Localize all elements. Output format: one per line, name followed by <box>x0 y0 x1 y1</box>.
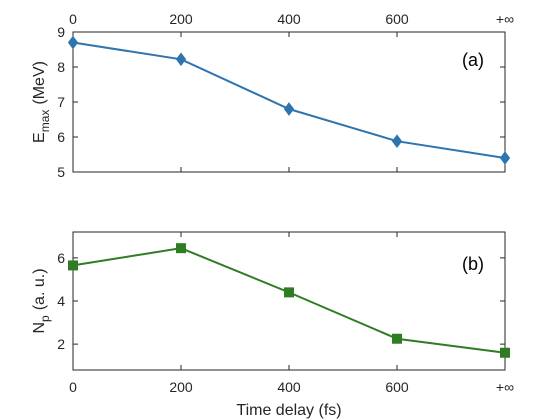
x-tick-label: +∞ <box>496 379 514 395</box>
panel-b-proton-number: 0 200 400 600 +∞ 2 4 6 Np (a. u.) Time delay (fs) (… <box>31 231 514 419</box>
y-tick-label: 9 <box>57 24 65 40</box>
x-tick-label: 0 <box>69 11 77 27</box>
data-point-diamond <box>175 52 187 67</box>
panel-label: (b) <box>462 254 484 274</box>
y-axis-title-unit: (a. u.) <box>31 268 48 310</box>
data-point-diamond <box>499 151 511 165</box>
y-axis-title: Np (a. u.) <box>31 268 52 333</box>
y-tick-label: 7 <box>57 94 65 110</box>
x-tick-label: 200 <box>169 11 193 27</box>
data-point-square <box>68 260 78 271</box>
data-point-diamond <box>67 35 79 50</box>
data-point-square <box>176 243 186 254</box>
y-tick-label: 2 <box>57 336 65 352</box>
y-axis-title: Emax (MeV) <box>31 61 52 143</box>
y-tick-label: 5 <box>57 164 65 180</box>
panel-label: (a) <box>462 50 484 70</box>
series-line <box>72 247 506 354</box>
x-tick-label: 200 <box>169 379 193 395</box>
x-tick-label: 600 <box>385 11 409 27</box>
y-tick-label: 6 <box>57 129 65 145</box>
y-axis-title-main: N <box>31 322 48 334</box>
series-line <box>72 41 506 159</box>
panel-a-energy: 0 200 400 600 +∞ 5 6 7 8 9 Emax (MeV) (a) <box>31 11 514 180</box>
y-tick-label: 8 <box>57 59 65 75</box>
x-axis-title: Time delay (fs) <box>236 402 341 419</box>
x-tick-label: 600 <box>385 379 409 395</box>
y-axis-title-main: E <box>31 132 48 143</box>
x-tick-label: +∞ <box>496 11 514 27</box>
data-point-square <box>284 287 294 298</box>
data-point-diamond <box>391 134 403 149</box>
data-point-square <box>500 347 510 358</box>
data-point-square <box>392 333 402 344</box>
y-axis-title-sub: p <box>38 315 52 322</box>
data-point-diamond <box>283 102 295 116</box>
y-tick-label: 4 <box>57 293 65 309</box>
x-tick-label: 400 <box>277 11 301 27</box>
y-axis-title-sub: max <box>38 110 52 133</box>
x-tick-label: 0 <box>69 379 77 395</box>
y-axis-title-unit: (MeV) <box>31 61 48 105</box>
y-tick-label: 6 <box>57 250 65 266</box>
x-tick-label: 400 <box>277 379 301 395</box>
axes-frame <box>72 231 506 371</box>
